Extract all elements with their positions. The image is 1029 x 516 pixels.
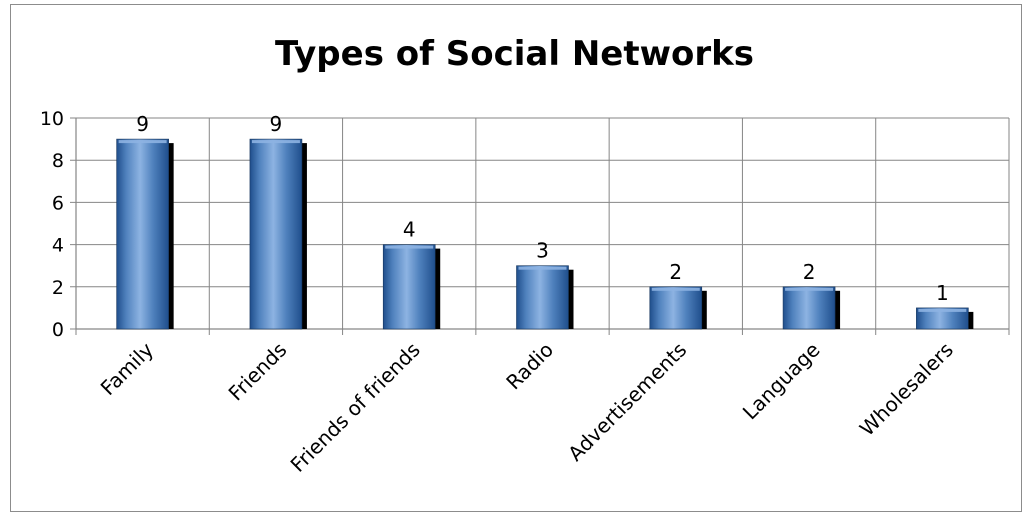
data-label: 9 — [270, 112, 283, 136]
x-category-label: Language — [738, 338, 825, 425]
x-category-label: Advertisements — [563, 338, 691, 466]
bar-bevel — [518, 266, 567, 270]
x-category-label: Radio — [501, 338, 558, 395]
bar-bevel — [385, 245, 434, 249]
bar-bevel — [651, 287, 700, 291]
bar — [916, 307, 969, 330]
bar — [382, 244, 436, 330]
data-label: 2 — [803, 260, 816, 284]
x-category-label: Friends — [224, 338, 292, 406]
bar-bevel — [785, 287, 834, 291]
data-label: 2 — [669, 260, 682, 284]
y-tick-label: 4 — [52, 235, 64, 257]
data-label: 9 — [136, 112, 149, 136]
bar — [649, 286, 703, 330]
y-tick-label: 2 — [52, 277, 64, 299]
bar — [116, 138, 169, 330]
bar-bevel — [251, 140, 300, 144]
bar — [249, 138, 303, 330]
x-category-label: Friends of friends — [286, 338, 425, 477]
y-tick-label: 10 — [40, 108, 64, 130]
x-category-label: Wholesalers — [855, 338, 958, 441]
chart-frame — [10, 4, 1022, 512]
bar-bevel — [918, 308, 967, 312]
bar — [782, 286, 836, 330]
data-label: 3 — [536, 239, 549, 263]
y-tick-label: 8 — [52, 150, 64, 172]
chart-title: Types of Social Networks — [274, 34, 755, 74]
bar — [516, 265, 569, 330]
y-tick-label: 0 — [52, 319, 64, 341]
data-label: 1 — [936, 281, 949, 305]
bars — [116, 138, 974, 330]
x-category-label: Family — [96, 337, 159, 400]
y-tick-label: 6 — [52, 192, 64, 214]
bar-bevel — [118, 140, 167, 144]
data-label: 4 — [403, 218, 416, 242]
